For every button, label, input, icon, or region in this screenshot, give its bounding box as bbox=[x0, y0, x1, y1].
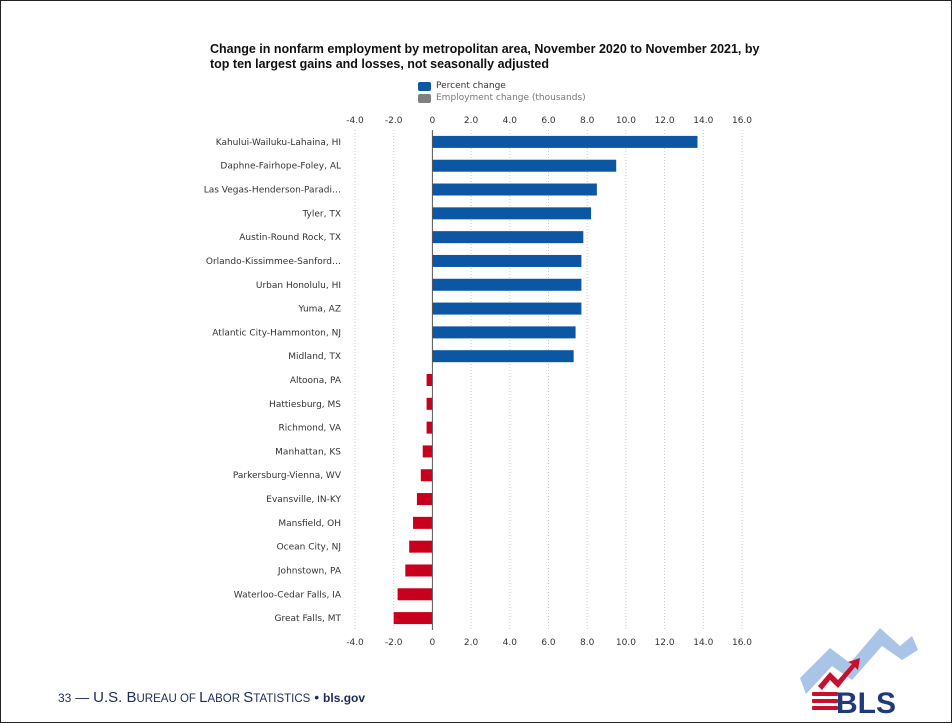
logo-flag-icon bbox=[812, 692, 838, 710]
bar[interactable] bbox=[413, 516, 433, 529]
legend-item-employment-change[interactable]: Employment change (thousands) bbox=[418, 92, 586, 104]
category-label: Manhattan, KS bbox=[275, 447, 341, 457]
footer-org-rest-2: ABOR bbox=[207, 693, 244, 705]
bar[interactable] bbox=[426, 374, 433, 386]
footer-org-rest-3: TATISTICS bbox=[253, 693, 311, 705]
x-tick-label-top: 6.0 bbox=[541, 116, 556, 126]
legend-label-employment-change: Employment change (thousands) bbox=[436, 93, 586, 103]
category-label: Hattiesburg, MS bbox=[269, 400, 341, 410]
x-tick-label-bottom: 8.0 bbox=[580, 638, 595, 648]
category-label: Great Falls, MT bbox=[275, 614, 342, 624]
category-label: Orlando-Kissimmee-Sanford… bbox=[206, 257, 341, 267]
category-label: Yuma, AZ bbox=[298, 305, 342, 315]
x-tick-label-bottom: 12.0 bbox=[655, 638, 675, 648]
footer-bullet: • bbox=[314, 689, 320, 705]
bar[interactable] bbox=[405, 564, 433, 577]
category-label: Mansfield, OH bbox=[278, 519, 341, 529]
legend-swatch-employment-change bbox=[418, 93, 431, 103]
chart-title: Change in nonfarm employment by metropol… bbox=[210, 42, 760, 71]
x-tick-label-top: -2.0 bbox=[385, 116, 403, 126]
legend-item-percent-change[interactable]: Percent change bbox=[418, 80, 586, 92]
x-tick-label-bottom: 6.0 bbox=[541, 638, 556, 648]
category-label: Kahului-Wailuku-Lahaina, HI bbox=[216, 138, 341, 148]
bar[interactable] bbox=[432, 183, 597, 196]
bar[interactable] bbox=[432, 326, 576, 339]
bar[interactable] bbox=[432, 159, 617, 172]
bar[interactable] bbox=[426, 397, 433, 410]
category-label: Tyler, TX bbox=[301, 209, 341, 219]
x-tick-label-top: -4.0 bbox=[346, 116, 364, 126]
x-tick-label-top: 8.0 bbox=[580, 116, 595, 126]
x-tick-label-bottom: 2.0 bbox=[464, 638, 479, 648]
footer-dash: — bbox=[75, 689, 90, 705]
bls-logo: BLS bbox=[800, 628, 918, 718]
legend-swatch-percent-change bbox=[418, 81, 431, 91]
x-tick-label-top: 0 bbox=[430, 116, 436, 126]
bar[interactable] bbox=[432, 135, 698, 148]
category-label: Ocean City, NJ bbox=[277, 543, 341, 553]
footer-org-cap-2: L bbox=[199, 689, 208, 706]
x-tick-label-bottom: 0 bbox=[430, 638, 436, 648]
logo-text: BLS bbox=[836, 687, 896, 718]
bar[interactable] bbox=[426, 421, 433, 434]
category-label: Altoona, PA bbox=[290, 376, 342, 386]
slide-footer: 33 — U.S. BUREAU OF LABOR STATISTICS • b… bbox=[58, 689, 365, 706]
x-tick-label-bottom: 4.0 bbox=[503, 638, 518, 648]
category-label: Waterloo-Cedar Falls, IA bbox=[234, 590, 342, 600]
bar[interactable] bbox=[432, 278, 582, 291]
bar[interactable] bbox=[432, 302, 582, 315]
x-tick-label-bottom: 16.0 bbox=[732, 638, 752, 648]
x-tick-label-top: 16.0 bbox=[732, 116, 752, 126]
footer-org-cap-3: S bbox=[243, 689, 254, 706]
x-tick-label-bottom: -4.0 bbox=[346, 638, 364, 648]
bar[interactable] bbox=[432, 207, 592, 220]
x-tick-label-top: 4.0 bbox=[503, 116, 518, 126]
bar[interactable] bbox=[416, 493, 433, 506]
logo-arrow-icon bbox=[818, 658, 860, 690]
bar[interactable] bbox=[432, 350, 574, 363]
category-label: Richmond, VA bbox=[278, 424, 341, 434]
footer-site-link[interactable]: bls.gov bbox=[323, 691, 366, 705]
bar[interactable] bbox=[432, 254, 582, 267]
x-tick-label-top: 14.0 bbox=[693, 116, 713, 126]
chart-legend: Percent change Employment change (thousa… bbox=[418, 80, 586, 104]
category-label: Daphne-Fairhope-Foley, AL bbox=[220, 162, 341, 172]
category-label: Urban Honolulu, HI bbox=[256, 281, 341, 291]
category-label: Las Vegas-Henderson-Paradi… bbox=[204, 186, 341, 196]
category-label: Johnstown, PA bbox=[277, 566, 342, 576]
page-number: 33 bbox=[58, 691, 72, 705]
bar[interactable] bbox=[420, 469, 433, 482]
category-label: Parkersburg-Vienna, WV bbox=[233, 471, 342, 481]
category-label: Atlantic City-Hammonton, NJ bbox=[212, 328, 341, 338]
footer-org-rest-1: UREAU OF bbox=[136, 693, 200, 705]
category-label: Austin-Round Rock, TX bbox=[239, 233, 341, 243]
x-tick-label-top: 10.0 bbox=[616, 116, 636, 126]
category-label: Midland, TX bbox=[288, 352, 341, 362]
footer-org-cap-1: U.S. B bbox=[93, 689, 137, 706]
x-tick-label-top: 12.0 bbox=[655, 116, 675, 126]
x-tick-label-bottom: 14.0 bbox=[693, 638, 713, 648]
bar[interactable] bbox=[409, 540, 433, 553]
category-label: Evansville, IN-KY bbox=[266, 495, 341, 505]
bar[interactable] bbox=[422, 445, 433, 458]
legend-label-percent-change: Percent change bbox=[436, 81, 506, 91]
bar[interactable] bbox=[397, 588, 433, 601]
bar[interactable] bbox=[393, 612, 433, 625]
x-tick-label-bottom: 10.0 bbox=[616, 638, 636, 648]
x-tick-label-top: 2.0 bbox=[464, 116, 479, 126]
bar-chart: -4.0 -4.0 -2.0 -2.0 0 0 2.0 2.0 4.0 4.0 6.0 6.0 8.0 8… bbox=[204, 116, 753, 648]
x-tick-label-bottom: -2.0 bbox=[385, 638, 403, 648]
bar[interactable] bbox=[432, 231, 584, 244]
